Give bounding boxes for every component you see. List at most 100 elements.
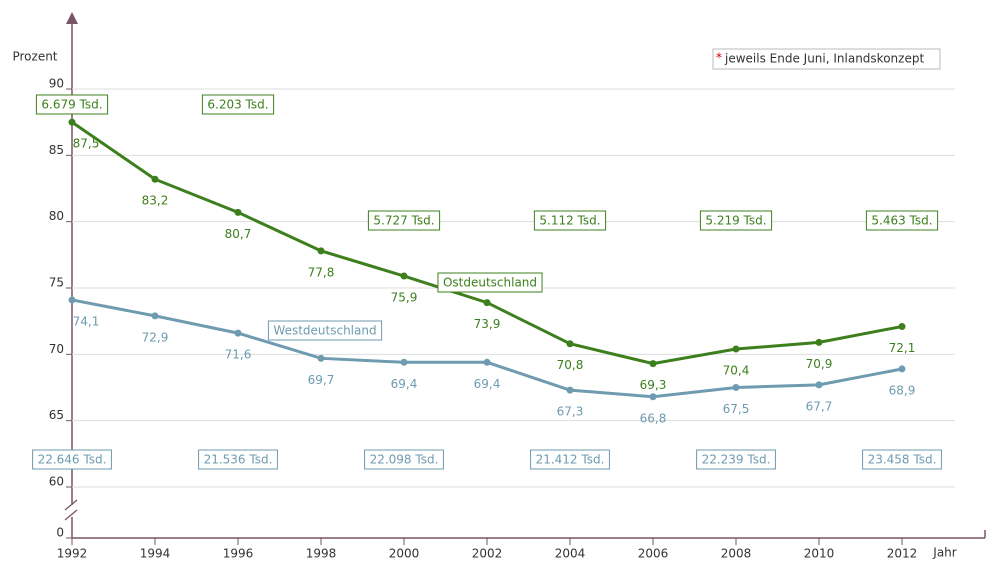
- x-tick-label: 2008: [721, 547, 752, 561]
- value-label: 70,8: [557, 358, 584, 372]
- y-tick-label: 75: [49, 276, 64, 290]
- annotation: 5.112 Tsd.: [539, 214, 600, 228]
- value-label: 77,8: [308, 265, 335, 279]
- annotation-box: [198, 449, 278, 470]
- x-tick-label: 2006: [638, 547, 669, 561]
- point: [68, 118, 76, 126]
- x-tick-label: 2002: [472, 547, 503, 561]
- point: [317, 354, 325, 362]
- annotation: 22.646 Tsd.: [38, 453, 107, 467]
- annotation-box: [35, 94, 109, 115]
- annotation: 6.203 Tsd.: [207, 98, 268, 112]
- annotation-box: [699, 210, 773, 231]
- annotation-box: [32, 449, 112, 470]
- annotation-box: [364, 449, 444, 470]
- x-tick-label: 2004: [555, 547, 586, 561]
- point: [732, 345, 740, 353]
- value-label: 70,9: [806, 357, 833, 371]
- annotation: 22.098 Tsd.: [370, 453, 439, 467]
- annotation: 5.727 Tsd.: [373, 214, 434, 228]
- annotation-box: [367, 210, 441, 231]
- value-label: 67,5: [723, 402, 750, 416]
- annotation-box: [696, 449, 776, 470]
- annotation-box: [533, 210, 607, 231]
- annotation: 22.239 Tsd.: [702, 453, 771, 467]
- value-label: 69,3: [640, 378, 667, 392]
- x-tick-label: 1992: [57, 547, 88, 561]
- x-axis-label: Jahr: [932, 546, 956, 560]
- x-tick-label: 2012: [887, 547, 918, 561]
- annotation: 21.536 Tsd.: [204, 453, 273, 467]
- x-tick-label: 1994: [140, 547, 171, 561]
- point: [151, 312, 159, 320]
- value-label: 72,9: [142, 330, 169, 344]
- y-tick-label: 70: [49, 342, 64, 356]
- legend-label-box: [437, 272, 543, 293]
- annotation-box: [530, 449, 610, 470]
- value-label: 72,1: [889, 341, 916, 355]
- point: [234, 208, 242, 216]
- point: [566, 386, 574, 394]
- value-label: 75,9: [391, 291, 418, 305]
- legend-label: Ostdeutschland: [443, 276, 537, 290]
- y-axis-label: Prozent: [12, 50, 57, 64]
- value-label: 69,4: [474, 377, 501, 391]
- annotation: 23.458 Tsd.: [868, 453, 937, 467]
- value-label: 69,7: [308, 373, 335, 387]
- annotation-box: [201, 94, 275, 115]
- point: [483, 299, 491, 307]
- value-label: 74,1: [73, 314, 100, 328]
- annotation-box: [862, 449, 942, 470]
- value-label: 70,4: [723, 364, 750, 378]
- note: jeweils Ende Juni, Inlandskonzept: [724, 52, 924, 66]
- value-label: 80,7: [225, 227, 252, 241]
- note-marker: *: [716, 51, 722, 65]
- point: [234, 329, 242, 337]
- value-label: 66,8: [640, 411, 667, 425]
- value-label: 73,9: [474, 317, 501, 331]
- annotation-box: [865, 210, 939, 231]
- point: [317, 247, 325, 255]
- axis-arrow: [66, 12, 78, 24]
- legend-label: Westdeutschland: [273, 324, 376, 338]
- note-box: [712, 48, 941, 70]
- value-label: 67,3: [557, 405, 584, 419]
- x-tick-label: 1996: [223, 547, 254, 561]
- x-tick-label: 2010: [804, 547, 835, 561]
- legend-label-box: [267, 320, 383, 341]
- axis-break: [64, 499, 78, 511]
- point: [815, 338, 823, 346]
- point: [898, 322, 906, 330]
- point: [68, 296, 76, 304]
- point: [400, 358, 408, 366]
- value-label: 87,5: [73, 137, 100, 151]
- point: [732, 384, 740, 391]
- value-label: 68,9: [889, 383, 916, 397]
- y-tick-label: 90: [49, 77, 64, 91]
- value-label: 67,7: [806, 399, 833, 413]
- x-tick-label: 2000: [389, 547, 420, 561]
- annotation: 21.412 Tsd.: [536, 453, 605, 467]
- axis-break: [64, 509, 78, 521]
- y-tick-label: 0: [56, 526, 64, 540]
- point: [649, 360, 657, 368]
- value-label: 71,6: [225, 348, 252, 362]
- point: [566, 340, 574, 348]
- point: [649, 393, 657, 401]
- annotation: 5.463 Tsd.: [871, 214, 932, 228]
- x-tick-label: 1998: [306, 547, 337, 561]
- y-tick-label: 80: [49, 209, 64, 223]
- point: [815, 381, 823, 389]
- annotation: 5.219 Tsd.: [705, 214, 766, 228]
- value-label: 83,2: [142, 194, 169, 208]
- y-tick-label: 60: [49, 475, 64, 489]
- point: [151, 175, 159, 183]
- y-tick-label: 65: [49, 408, 64, 422]
- annotation: 6.679 Tsd.: [41, 98, 102, 112]
- y-tick-label: 85: [49, 143, 64, 157]
- point: [898, 365, 906, 373]
- point: [400, 272, 408, 280]
- point: [483, 358, 491, 366]
- value-label: 69,4: [391, 377, 418, 391]
